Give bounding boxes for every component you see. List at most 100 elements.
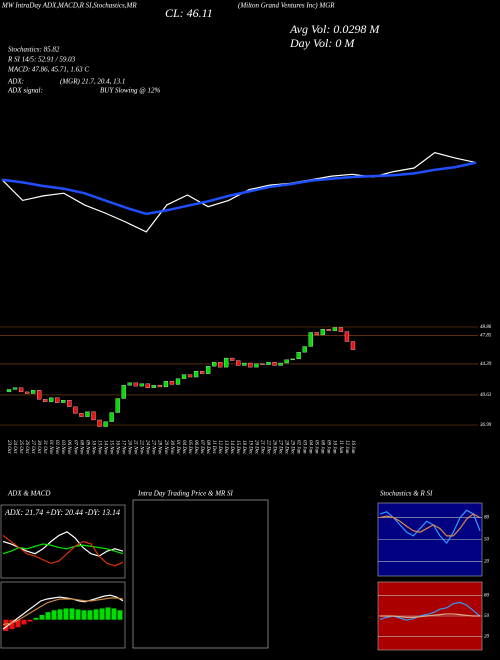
x-tick-label: 21 Nov: [133, 440, 138, 455]
candle: [85, 411, 90, 417]
line: [379, 601, 481, 621]
histogram-bar: [111, 608, 117, 620]
x-tick-label: 18 Dec: [241, 440, 246, 455]
close: CL: 46.11: [165, 6, 213, 20]
histogram-bar: [33, 617, 39, 620]
candle: [43, 399, 48, 402]
candle: [73, 406, 78, 414]
x-tick-label: 03 Jan: [302, 440, 307, 454]
company: (Milton Grand Ventures Inc) MGR: [238, 2, 335, 10]
y-tick-label: 50: [484, 538, 490, 543]
candle: [79, 413, 84, 417]
x-tick-label: 09 Jan: [326, 440, 331, 454]
candle: [338, 327, 344, 332]
histogram-bar: [57, 609, 63, 620]
line: [379, 509, 481, 545]
x-tick-label: 10 Nov: [90, 440, 95, 455]
candle: [260, 363, 265, 365]
y-tick-label: 40.63: [480, 393, 492, 398]
y-tick-label: 48.86: [480, 325, 492, 330]
panel-title: Intra Day Trading Price & MR SI: [137, 490, 234, 498]
x-tick-label: 07 Dec: [199, 440, 204, 455]
candle: [109, 412, 114, 422]
candle: [6, 389, 12, 393]
x-tick-label: 04 Dec: [181, 440, 186, 455]
candle: [115, 398, 120, 413]
x-tick-label: 05 Jan: [314, 440, 319, 454]
x-tick-label: 15 Nov: [108, 440, 113, 455]
line: [2, 594, 124, 630]
x-tick-label: 02 Nov: [54, 440, 59, 455]
x-tick-label: 14 Dec: [229, 440, 234, 455]
adx-value: (MGR) 21.7, 20.4, 13.1: [60, 78, 125, 86]
candle: [49, 397, 54, 402]
panel-title: ADX: 21.74 +DY: 20.44 -DY: 13.14: [4, 508, 120, 517]
adx-signal-value: BUY Slowing @ 12%: [100, 87, 160, 95]
y-tick-label: 20: [484, 560, 490, 565]
x-tick-label: 12 Jan: [344, 440, 349, 454]
panel-frame: [0, 504, 126, 579]
histogram-bar: [51, 610, 57, 620]
y-tick-label: 80: [484, 594, 490, 599]
x-tick-label: 15 Dec: [235, 440, 240, 455]
top-left: MW IntraDay ADX,MACD,R SI,Stochastics,MR: [1, 2, 137, 10]
line: [1, 161, 477, 216]
adx-label: ADX:: [7, 78, 24, 86]
macd: MACD: 47.86, 45.71, 1.63 C: [7, 66, 89, 74]
candle: [121, 385, 126, 399]
x-tick-label: 13 Dec: [223, 440, 228, 455]
x-tick-label: 04 Jan: [308, 440, 313, 454]
x-tick-label: 08 Nov: [78, 440, 83, 455]
avg-vol: Avg Vol: 0.0298 M: [289, 22, 380, 36]
candle: [175, 378, 181, 385]
x-tick-label: 16 Jan: [350, 440, 355, 454]
candle: [12, 387, 18, 390]
x-tick-label: 21 Dec: [259, 440, 264, 455]
x-tick-label: 08 Jan: [320, 440, 325, 454]
candle: [218, 362, 223, 368]
candle: [193, 371, 199, 378]
candle: [187, 374, 193, 378]
histogram-bar: [93, 609, 99, 620]
histogram-bar: [63, 608, 69, 620]
x-tick-label: 23 Oct: [6, 440, 11, 454]
candle: [296, 352, 301, 360]
line: [379, 513, 481, 537]
histogram-bar: [81, 610, 87, 620]
x-tick-label: 28 Nov: [157, 440, 162, 455]
x-tick-label: 27 Oct: [30, 440, 35, 454]
candle: [248, 362, 253, 368]
x-tick-label: 16 Nov: [114, 440, 119, 455]
histogram-bar: [39, 615, 45, 620]
x-tick-label: 25 Oct: [18, 440, 23, 454]
x-tick-label: 27 Nov: [151, 440, 156, 455]
x-tick-label: 28 Dec: [283, 440, 288, 455]
candle: [67, 400, 72, 407]
x-tick-label: 24 Oct: [12, 440, 17, 454]
candle: [157, 385, 163, 388]
x-tick-label: 06 Nov: [66, 440, 71, 455]
adx-signal-label: ADX signal:: [7, 87, 43, 95]
candle: [242, 362, 247, 366]
x-tick-label: 29 Dec: [289, 440, 294, 455]
candle: [97, 419, 102, 427]
x-tick-label: 19 Dec: [247, 440, 252, 455]
candle: [314, 332, 319, 336]
candle: [91, 411, 96, 421]
candle: [278, 362, 283, 366]
candle: [103, 421, 108, 427]
candle: [18, 387, 24, 393]
panel-frame: [0, 581, 126, 649]
x-tick-label: 08 Dec: [205, 440, 210, 455]
line: [380, 613, 480, 618]
histogram-bar: [21, 619, 27, 625]
x-tick-label: 29 Nov: [163, 440, 168, 455]
y-tick-label: 44.39: [480, 362, 492, 367]
x-tick-label: 30 Oct: [36, 440, 41, 454]
candle: [254, 363, 259, 368]
candle: [212, 362, 217, 367]
x-tick-label: 30 Nov: [169, 440, 174, 455]
y-tick-label: 20: [484, 635, 490, 640]
histogram-bar: [87, 610, 93, 620]
